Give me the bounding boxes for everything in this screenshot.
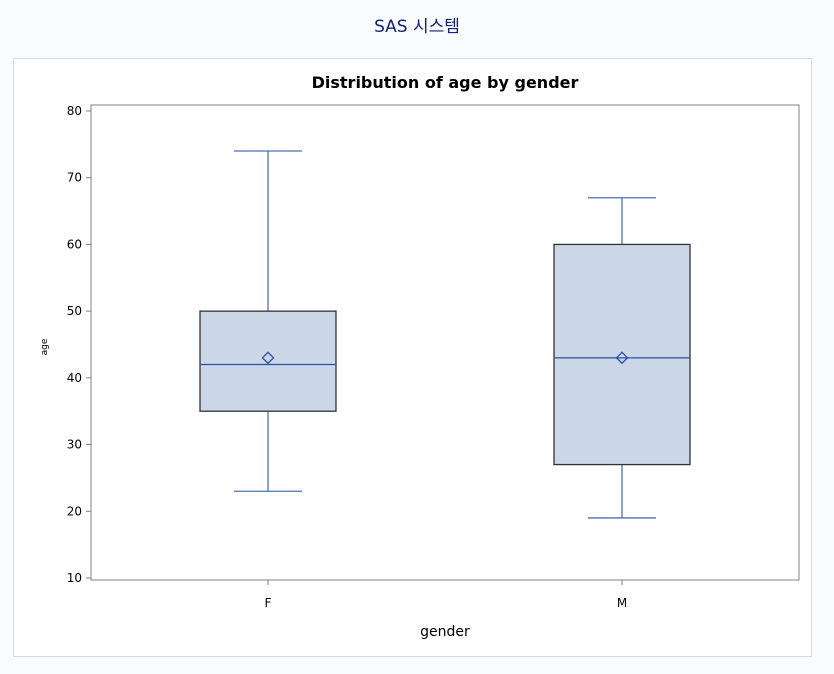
x-axis-title: gender [420, 624, 470, 640]
y-tick-label: 30 [67, 438, 82, 452]
box-m [553, 197, 691, 519]
mean-marker [615, 351, 629, 365]
y-axis-title: age [40, 338, 50, 355]
y-tick-label: 40 [67, 371, 82, 385]
y-tick-label: 20 [67, 504, 82, 518]
y-tick-label: 70 [67, 171, 82, 185]
mean-marker [261, 351, 275, 365]
y-tick-label: 80 [67, 104, 82, 118]
box-f [199, 150, 337, 492]
x-tick-label: M [617, 596, 627, 610]
chart-title: Distribution of age by gender [312, 73, 579, 92]
x-tick-label: F [265, 596, 272, 610]
y-axis: 10 20 30 40 50 60 70 80 [67, 104, 91, 585]
plot-area [90, 104, 800, 581]
box-series [199, 150, 691, 519]
y-tick-label: 50 [67, 304, 82, 318]
iqr-box [553, 243, 691, 466]
iqr-box [199, 310, 337, 412]
page-title: SAS 시스템 [374, 17, 460, 37]
y-tick-label: 60 [67, 237, 82, 251]
y-tick-label: 10 [67, 571, 82, 585]
